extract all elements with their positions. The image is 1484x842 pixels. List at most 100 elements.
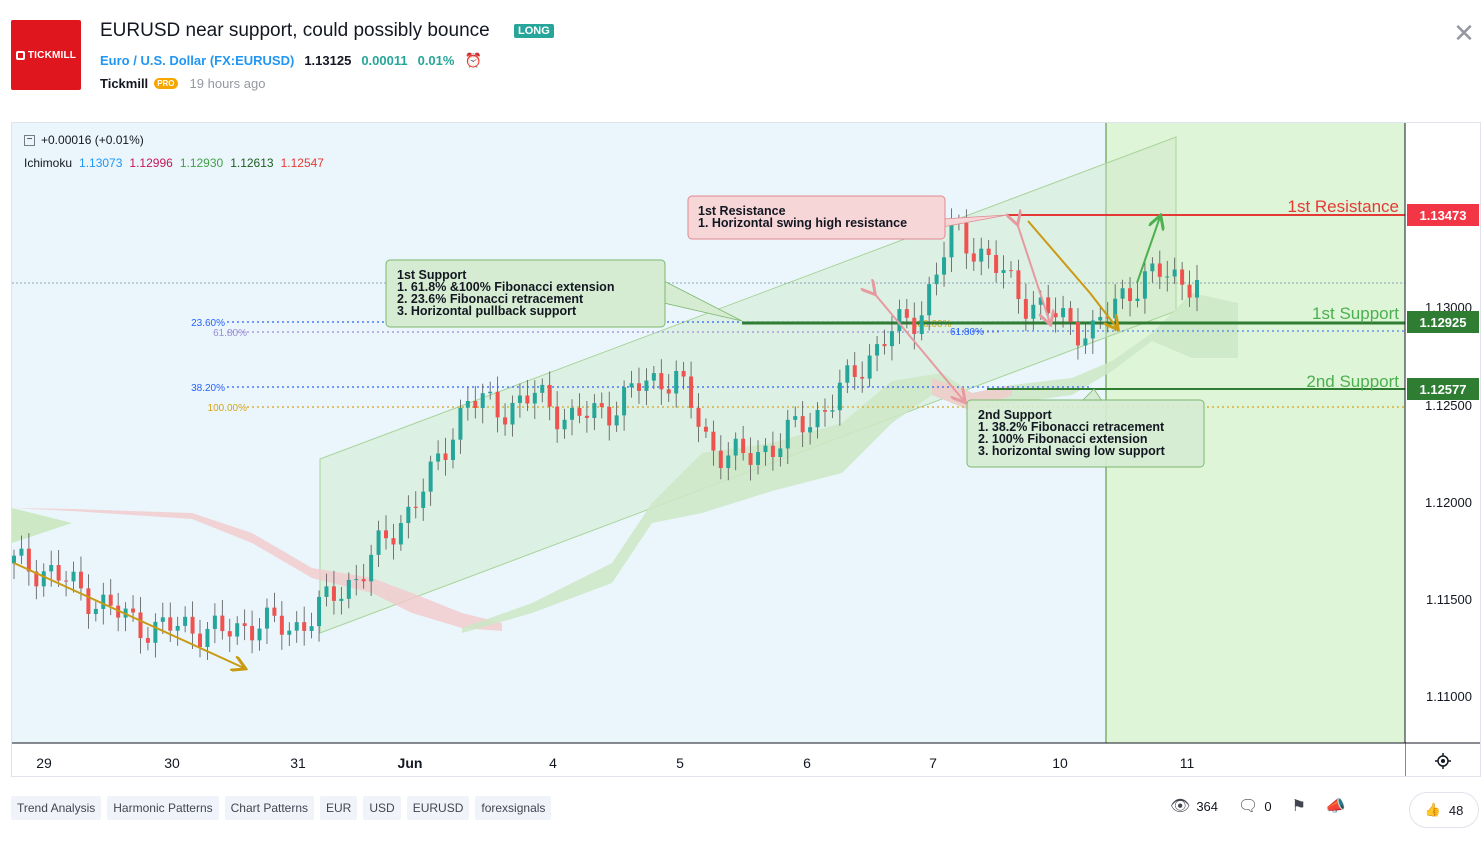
ichimoku-legend[interactable]: Ichimoku 1.13073 1.12996 1.12930 1.12613… bbox=[24, 156, 324, 170]
candle-body bbox=[26, 548, 31, 572]
callout-support-1[interactable]: 1st Support 1. 61.8% &100% Fibonacci ext… bbox=[385, 259, 743, 328]
candle-body bbox=[979, 248, 984, 262]
callout-resistance-box bbox=[687, 195, 946, 240]
symbol-ticker[interactable]: (FX:EURUSD) bbox=[209, 53, 295, 68]
flag-icon[interactable]: ⚑ bbox=[1291, 798, 1306, 815]
time-tick: 4 bbox=[549, 755, 557, 771]
candle-body bbox=[555, 406, 560, 430]
candle-body bbox=[1090, 320, 1095, 339]
price-scale[interactable] bbox=[1405, 123, 1481, 777]
candle-body bbox=[875, 344, 880, 356]
callout-support-2-line-2: 2. 100% Fibonacci extension bbox=[978, 432, 1148, 446]
downtrend-arrow bbox=[13, 562, 244, 668]
candle-body bbox=[93, 608, 98, 615]
candle-body bbox=[354, 579, 359, 581]
callout-support-2[interactable]: 2nd Support 1. 38.2% Fibonacci retraceme… bbox=[966, 388, 1205, 468]
time-tick: Jun bbox=[398, 755, 423, 771]
indicator-name[interactable]: Ichimoku bbox=[24, 156, 73, 170]
callout-resistance-title: 1st Resistance bbox=[698, 204, 786, 218]
author-row: Tickmill PRO 19 hours ago bbox=[100, 76, 265, 91]
candle-body bbox=[1128, 288, 1133, 302]
candle-body bbox=[674, 371, 679, 394]
comments-stat[interactable]: 🗨 0 bbox=[1238, 796, 1272, 816]
symbol-link[interactable]: Euro / U.S. Dollar (FX:EURUSD) bbox=[100, 53, 294, 68]
likes-count: 48 bbox=[1448, 802, 1464, 818]
candle-body bbox=[1165, 276, 1170, 278]
eye-icon: 👁 bbox=[1170, 798, 1191, 815]
candle-body bbox=[852, 365, 857, 377]
candle-body bbox=[495, 391, 500, 418]
measure-arrow-1 bbox=[874, 293, 964, 401]
candle-body bbox=[867, 355, 872, 379]
candle-body bbox=[718, 450, 723, 469]
candle-body bbox=[1157, 263, 1162, 277]
tag-item[interactable]: EURUSD bbox=[406, 796, 470, 820]
callout-resistance[interactable]: 1st Resistance 1. Horizontal swing high … bbox=[687, 195, 1008, 240]
tag-item[interactable]: forexsignals bbox=[475, 796, 552, 820]
candle-body bbox=[577, 407, 582, 416]
candle-body bbox=[882, 344, 887, 347]
candle-body bbox=[837, 382, 842, 411]
candle-body bbox=[160, 617, 165, 622]
author-name[interactable]: Tickmill bbox=[100, 76, 149, 91]
candle-body bbox=[644, 380, 649, 391]
support-1-label: 1st Support bbox=[1312, 304, 1399, 323]
chart-area[interactable]: 23.60% 61.80% 38.20% 100.00% 100.00% 61.… bbox=[11, 122, 1481, 777]
gear-icon[interactable] bbox=[1435, 753, 1451, 769]
resistance-1-label: 1st Resistance bbox=[1288, 197, 1400, 216]
candle-body bbox=[756, 452, 761, 465]
candle-body bbox=[763, 445, 768, 453]
candle-body bbox=[503, 417, 508, 425]
candle-body bbox=[949, 221, 954, 258]
idea-title: EURUSD near support, could possibly boun… bbox=[100, 20, 490, 41]
logo-mark-icon bbox=[15, 50, 25, 60]
tag-item[interactable]: EUR bbox=[320, 796, 358, 820]
candle-body bbox=[622, 387, 627, 416]
time-tick: 30 bbox=[164, 755, 180, 771]
close-icon[interactable]: ✕ bbox=[1453, 18, 1475, 48]
tag-item[interactable]: Trend Analysis bbox=[11, 796, 102, 820]
candle-body bbox=[800, 416, 805, 433]
fib-label-61-8-ext: 61.80% bbox=[950, 327, 984, 338]
candle-body bbox=[183, 616, 188, 626]
candle-body bbox=[317, 596, 322, 627]
candle-body bbox=[562, 419, 567, 430]
indicator-value: 1.12613 bbox=[230, 156, 274, 170]
candle-body bbox=[599, 403, 604, 408]
candle-body bbox=[1068, 308, 1073, 322]
candle-body bbox=[473, 401, 478, 409]
idea-header: TICKMILL EURUSD near support, could poss… bbox=[0, 0, 1484, 118]
broker-logo[interactable]: TICKMILL bbox=[11, 20, 81, 90]
candle-body bbox=[443, 453, 448, 460]
candle-body bbox=[689, 376, 694, 408]
candle-body bbox=[235, 623, 240, 637]
candle-body bbox=[138, 612, 143, 639]
share-icon[interactable]: 📣 bbox=[1325, 798, 1346, 815]
candle-body bbox=[636, 383, 641, 391]
candle-body bbox=[927, 284, 932, 316]
tag-item[interactable]: Chart Patterns bbox=[224, 796, 315, 820]
collapse-legend-icon[interactable]: − bbox=[24, 134, 35, 146]
time-tick: 29 bbox=[36, 755, 52, 771]
symbol-name[interactable]: Euro / U.S. Dollar bbox=[100, 53, 207, 68]
candle-body bbox=[1113, 298, 1118, 319]
candle-body bbox=[614, 415, 619, 426]
callout-support-2-title: 2nd Support bbox=[978, 408, 1052, 422]
thumbs-up-icon: 👍 bbox=[1424, 802, 1441, 817]
time-scale[interactable] bbox=[12, 743, 1405, 777]
candle-body bbox=[71, 571, 76, 582]
like-button[interactable]: 👍 48 bbox=[1409, 792, 1479, 828]
callout-support-2-line-1: 1. 38.2% Fibonacci retracement bbox=[978, 420, 1165, 434]
alarm-clock-icon[interactable]: ⏰ bbox=[464, 52, 482, 68]
time-tick: 6 bbox=[803, 755, 811, 771]
chart-canvas[interactable]: 23.60% 61.80% 38.20% 100.00% 100.00% 61.… bbox=[12, 123, 1481, 777]
candle-body bbox=[56, 565, 61, 581]
candle-body bbox=[101, 594, 106, 609]
tag-item[interactable]: USD bbox=[363, 796, 401, 820]
candle-body bbox=[302, 622, 307, 631]
candle-body bbox=[391, 538, 396, 545]
comments-count: 0 bbox=[1264, 798, 1272, 814]
candle-body bbox=[822, 410, 827, 412]
comment-icon[interactable]: 🗨 bbox=[1238, 798, 1259, 815]
tag-item[interactable]: Harmonic Patterns bbox=[107, 796, 219, 820]
